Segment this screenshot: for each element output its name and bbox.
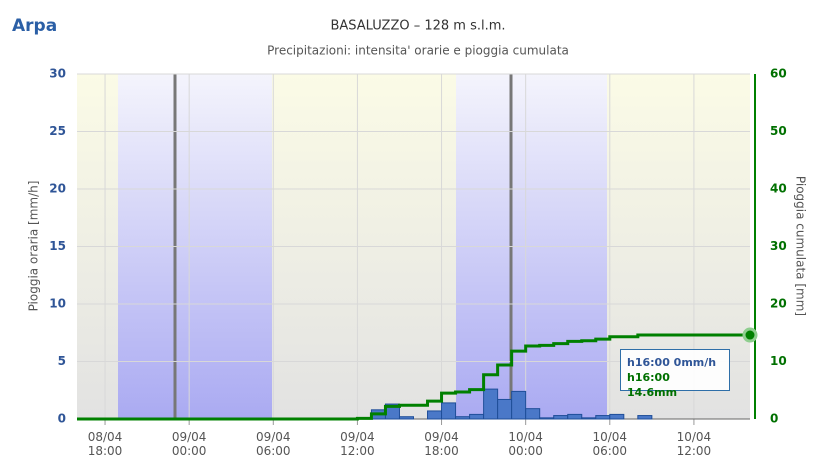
y-axis-label: Pioggia oraria [mm/h] [27, 181, 41, 312]
bar [595, 415, 611, 420]
bar [581, 417, 597, 420]
bar [511, 390, 527, 420]
tooltip: h16:00 0mm/h h16:00 14.6mm [620, 349, 730, 399]
bar [567, 413, 583, 420]
bar [553, 415, 569, 420]
y2-tick-label: 60 [770, 67, 787, 81]
x-tick-label: 10/04 06:00 [592, 430, 628, 458]
x-tick-label: 09/04 00:00 [171, 430, 207, 458]
y2-tick-label: 50 [770, 124, 787, 138]
x-tick-label: 08/04 18:00 [87, 430, 123, 458]
end-marker [742, 327, 758, 343]
y2-axis-label: Pioggia cumulata [mm] [794, 176, 808, 316]
bar [427, 410, 443, 420]
chart-title: BASALUZZO – 128 m s.l.m. [330, 19, 505, 34]
y-tick-label: 30 [49, 67, 66, 81]
y-tick-label: 25 [49, 124, 66, 138]
bar [609, 413, 625, 420]
y2-tick-label: 20 [770, 297, 787, 311]
x-tick-label: 10/04 00:00 [508, 430, 543, 458]
chart-subtitle: Precipitazioni: intensita' orarie e piog… [267, 44, 569, 58]
bar [539, 417, 555, 420]
bar [398, 416, 414, 420]
bar [497, 398, 513, 420]
x-tick-label: 09/04 18:00 [424, 430, 459, 458]
bar [637, 415, 653, 420]
y-tick-label: 10 [49, 297, 66, 311]
line [77, 333, 750, 421]
y-tick-label: 15 [49, 239, 66, 253]
x-tick-label: 10/04 12:00 [676, 430, 712, 458]
y2-tick-label: 30 [770, 239, 787, 253]
bar [469, 413, 485, 420]
tooltip-line: h16:00 14.6mm [627, 371, 678, 399]
bar [525, 408, 541, 420]
bar [483, 388, 499, 420]
x-tick-label: 09/04 12:00 [340, 430, 375, 458]
y-tick-label: 20 [49, 182, 66, 196]
y-tick-label: 5 [58, 354, 66, 368]
tooltip-line: h16:00 0mm/h [627, 356, 717, 369]
y2-tick-label: 10 [770, 354, 787, 368]
y2-tick-label: 40 [770, 182, 787, 196]
x-tick-label: 09/04 06:00 [255, 430, 291, 458]
logo: Arpa [12, 16, 57, 36]
bar [455, 416, 471, 420]
y2-tick-label: 0 [770, 412, 778, 426]
bar [441, 402, 457, 420]
y-tick-label: 0 [58, 412, 66, 426]
